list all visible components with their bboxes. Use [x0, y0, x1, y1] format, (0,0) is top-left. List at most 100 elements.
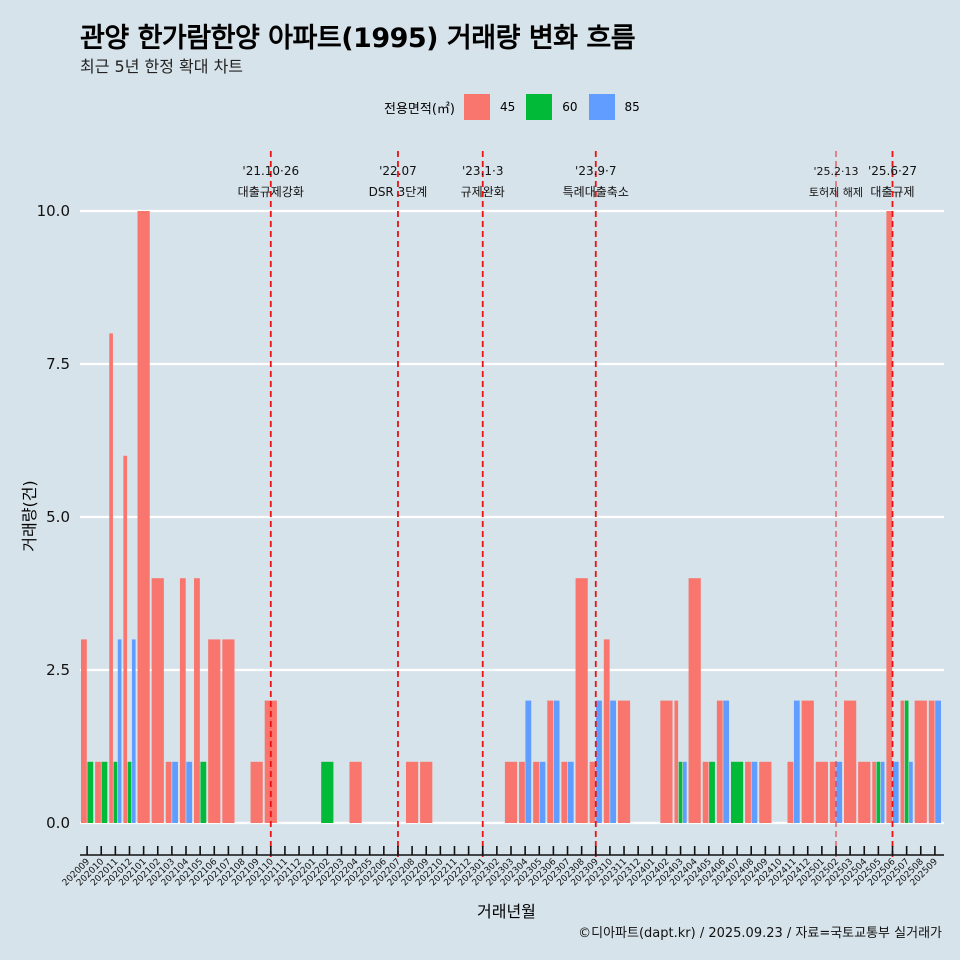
event-lines — [269, 151, 894, 858]
bar-60-202407 — [730, 761, 744, 823]
event-annotations: '21.10·26 대출규제강화 '22.07 DSR 3단계 '23.1·3 규제완화 '… — [238, 164, 917, 199]
bar-45-202507 — [900, 700, 905, 823]
x-axis: 2020092020102020112020122021012021022021… — [61, 846, 944, 888]
bar-85-202502 — [836, 761, 843, 823]
bar-45-202107 — [222, 639, 235, 823]
legend-label-60: 60 — [562, 100, 578, 114]
bar-45-202011 — [109, 333, 113, 823]
event-date: '22.07 — [379, 164, 417, 178]
bar-85-202505 — [880, 761, 885, 823]
bar-45-202102 — [151, 578, 164, 823]
bar-45-202101 — [137, 211, 150, 823]
bar-60-202009 — [87, 761, 94, 823]
bar-85-202411 — [793, 700, 800, 823]
y-tick-label: 7.5 — [46, 355, 70, 373]
bar-60-202405 — [709, 761, 715, 823]
bar-45-202402 — [660, 700, 673, 823]
bar-45-202503 — [844, 700, 857, 823]
event-date: '23.1·3 — [462, 164, 503, 178]
bar-45-202506 — [886, 211, 893, 823]
legend-label-85: 85 — [624, 100, 640, 114]
bar-45-202010 — [95, 761, 101, 823]
bar-60-202505 — [876, 761, 881, 823]
bar-45-202105 — [194, 578, 200, 823]
bar-45-202403 — [674, 700, 679, 823]
bar-45-202303 — [504, 761, 518, 823]
legend-label-45: 45 — [499, 100, 516, 114]
bar-60-202202 — [321, 761, 334, 823]
legend-swatch-60 — [526, 94, 553, 120]
bar-85-202309 — [596, 700, 602, 823]
bar-45-202502 — [829, 761, 836, 823]
y-tick-label: 2.5 — [46, 661, 70, 679]
bar-85-202307 — [567, 761, 574, 823]
event-date: '21.10·26 — [242, 164, 299, 178]
bar-85-202304 — [525, 700, 532, 823]
bar-60-202403 — [678, 761, 683, 823]
legend: 전용면적(㎡) 45 60 85 — [384, 92, 651, 122]
bar-45-202204 — [349, 761, 362, 823]
bar-45-202209 — [420, 761, 433, 823]
event-label: 특례대출축소 — [563, 185, 629, 199]
chart-title: 관양 한가람한양 아파트(1995) 거래량 변화 흐름 — [80, 23, 636, 54]
bar-45-202208 — [405, 761, 419, 823]
bar-85-202012 — [131, 639, 136, 823]
bar-60-202011 — [113, 761, 118, 823]
bar-60-202010 — [101, 761, 108, 823]
bar-45-202405 — [702, 761, 709, 823]
event-label: 토허제 해제 — [809, 185, 863, 199]
bar-85-202507 — [909, 761, 913, 823]
bar-45-202106 — [208, 639, 221, 823]
bar-45-202306 — [547, 700, 554, 823]
bar-85-202305 — [539, 761, 546, 823]
bar-85-202506 — [892, 761, 899, 823]
bar-45-202305 — [533, 761, 539, 823]
bar-60-202105 — [200, 761, 207, 823]
bar-45-202012 — [123, 455, 128, 823]
event-date: '25.2·13 — [813, 165, 858, 178]
bar-85-202403 — [682, 761, 687, 823]
bar-45-202311 — [617, 700, 631, 823]
bar-45-202309 — [589, 761, 596, 823]
chart-subtitle: 최근 5년 한정 확대 차트 — [80, 57, 244, 76]
bar-85-202306 — [553, 700, 560, 823]
bar-45-202412 — [801, 700, 814, 823]
bar-85-202310 — [610, 700, 617, 823]
bar-45-202109 — [250, 761, 263, 823]
bar-45-202504 — [858, 761, 871, 823]
bar-45-202307 — [561, 761, 568, 823]
legend-title: 전용면적(㎡) — [384, 101, 455, 117]
bar-45-202009 — [81, 639, 87, 823]
bar-85-202509 — [935, 700, 941, 823]
y-axis-title: 거래량(건) — [20, 480, 39, 552]
bar-45-202103 — [165, 761, 172, 823]
x-axis-title: 거래년월 — [477, 902, 536, 921]
event-label: 대출규제 — [870, 185, 914, 199]
y-tick-label: 0.0 — [46, 814, 70, 832]
legend-swatch-85 — [588, 94, 615, 120]
bar-45-202508 — [914, 700, 927, 823]
bar-45-202505 — [872, 761, 876, 823]
y-axis-ticks: 0.0 2.5 5.0 7.5 10.0 — [37, 202, 70, 832]
event-date: '23.9·7 — [575, 164, 616, 178]
bar-45-202509 — [928, 700, 935, 823]
legend-swatch-45 — [463, 94, 490, 120]
event-label: 규제완화 — [461, 185, 505, 199]
event-label: DSR 3단계 — [369, 185, 428, 199]
bar-45-202406 — [716, 700, 723, 823]
bar-45-202304 — [519, 761, 525, 823]
bar-85-202408 — [751, 761, 758, 823]
bar-45-202310 — [603, 639, 610, 823]
bar-45-202408 — [745, 761, 751, 823]
bar-45-202411 — [787, 761, 794, 823]
bar-45-202404 — [688, 578, 701, 823]
bar-45-202501 — [815, 761, 828, 823]
bar-85-202104 — [186, 761, 193, 823]
y-tick-label: 5.0 — [46, 508, 70, 526]
source-caption: ©디아파트(dapt.kr) / 2025.09.23 / 자료=국토교통부 실… — [578, 926, 942, 941]
event-date: '25.6·27 — [868, 164, 917, 178]
bar-60-202012 — [127, 761, 132, 823]
bar-45-202104 — [179, 578, 186, 823]
bar-45-202409 — [759, 761, 772, 823]
